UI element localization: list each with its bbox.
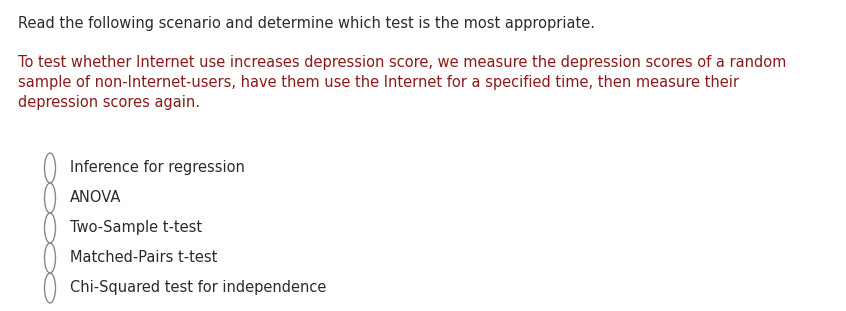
Text: depression scores again.: depression scores again. <box>18 95 200 110</box>
Text: To test whether Internet use increases depression score, we measure the depressi: To test whether Internet use increases d… <box>18 55 787 70</box>
Text: Chi-Squared test for independence: Chi-Squared test for independence <box>70 280 327 295</box>
Text: sample of non-Internet-users, have them use the Internet for a specified time, t: sample of non-Internet-users, have them … <box>18 75 739 90</box>
Text: Matched-Pairs t-test: Matched-Pairs t-test <box>70 250 217 265</box>
Text: Inference for regression: Inference for regression <box>70 160 244 175</box>
Text: Read the following scenario and determine which test is the most appropriate.: Read the following scenario and determin… <box>18 16 595 31</box>
Text: ANOVA: ANOVA <box>70 190 121 205</box>
Text: Two-Sample t-test: Two-Sample t-test <box>70 220 202 235</box>
